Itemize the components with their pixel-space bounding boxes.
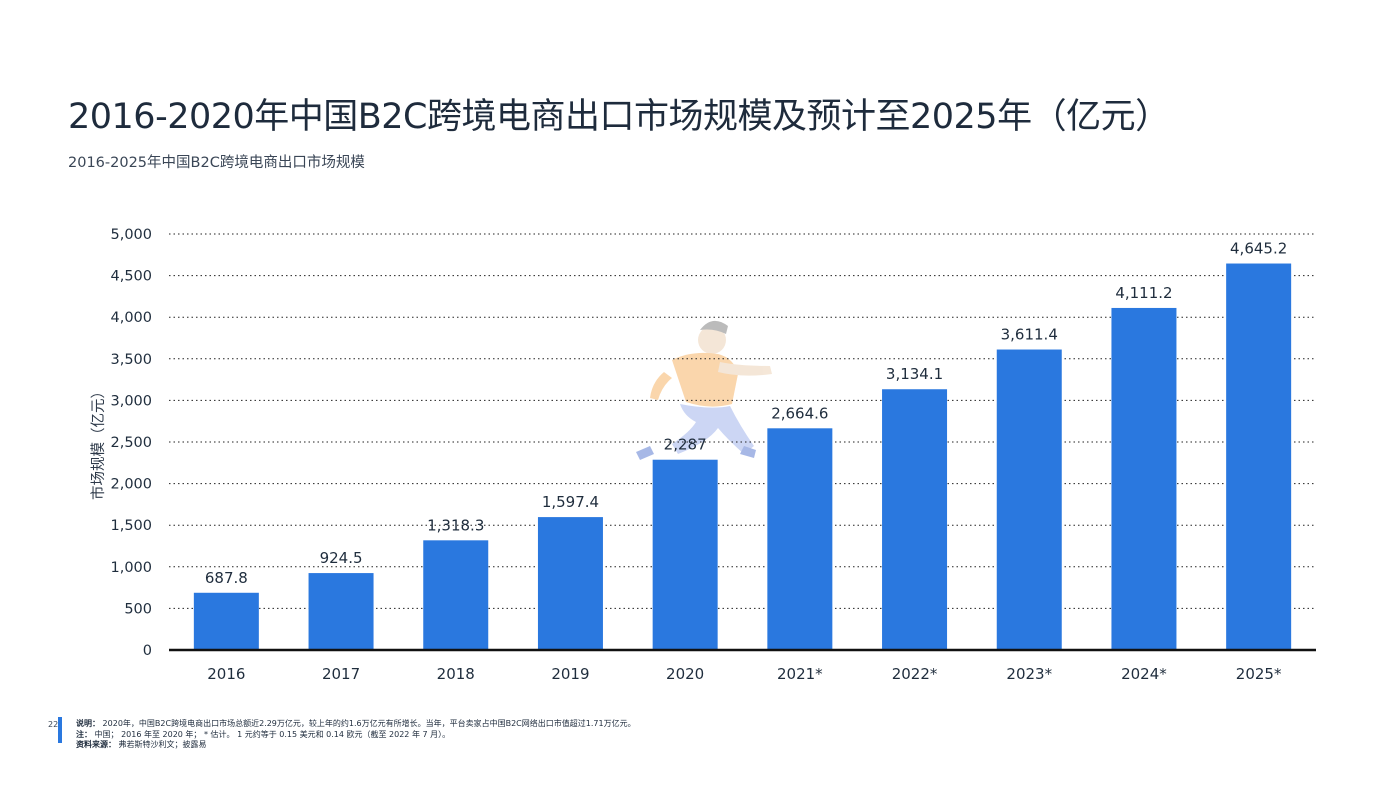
source-line: 资料来源： 弗若斯特沙利文；披露易 [76, 740, 636, 751]
x-tick-label: 2016 [207, 665, 245, 683]
y-tick-label: 1,000 [110, 560, 152, 576]
data-label: 4,645.2 [1230, 240, 1287, 258]
value-labels: 687.8 924.5 1,318.3 1,597.4 2,287 2,664.6 3,13… [205, 240, 1287, 587]
data-label: 4,111.2 [1115, 284, 1172, 302]
data-label: 3,611.4 [1001, 326, 1058, 344]
page-number: 22 [48, 720, 59, 729]
data-label: 924.5 [320, 549, 363, 567]
y-tick-label: 3,000 [110, 393, 152, 409]
x-tick-label: 2020 [666, 665, 704, 683]
y-tick-label: 4,500 [110, 269, 152, 285]
x-axis-ticks: 2016 2017 2018 2019 2020 2021* 2022* 2023* 2024*… [207, 665, 1282, 683]
data-label: 3,134.1 [886, 365, 943, 383]
remark-label: 注： [76, 729, 92, 739]
bar-2018 [423, 540, 489, 650]
x-tick-label: 2019 [551, 665, 589, 683]
bars [193, 263, 1292, 650]
chart-subtitle: 2016-2025年中国B2C跨境电商出口市场规模 [68, 155, 365, 171]
source-text: 弗若斯特沙利文；披露易 [118, 740, 207, 749]
bar-2021-est [767, 428, 833, 650]
x-tick-label: 2022* [892, 665, 938, 683]
bar-2023-est [996, 349, 1062, 650]
footer-notes: 说明： 2020年，中国B2C跨境电商出口市场总额近2.29万亿元，较上年的约1… [76, 719, 636, 751]
y-tick-label: 4,000 [110, 310, 152, 326]
x-tick-label: 2021* [777, 665, 823, 683]
remark-text: 中国； 2016 年至 2020 年； * 估计。 1 元约等于 0.15 美元… [94, 729, 451, 739]
y-tick-label: 500 [124, 601, 152, 617]
bar-2024-est [1111, 307, 1177, 650]
footer-accent-bar [58, 717, 62, 743]
y-tick-label: 0 [143, 643, 152, 659]
y-axis-label: 市场规模（亿元） [90, 384, 107, 500]
note-text: 2020年，中国B2C跨境电商出口市场总额近2.29万亿元，较上年的约1.6万亿… [102, 719, 636, 728]
note-line: 说明： 2020年，中国B2C跨境电商出口市场总额近2.29万亿元，较上年的约1… [76, 719, 636, 730]
data-label: 2,287 [664, 436, 707, 454]
data-label: 687.8 [205, 569, 248, 587]
x-tick-label: 2023* [1006, 665, 1052, 683]
bar-2022-est [882, 389, 948, 650]
note-label: 说明： [76, 719, 100, 728]
y-tick-label: 5,000 [110, 227, 152, 243]
y-tick-label: 2,000 [110, 477, 152, 493]
x-tick-label: 2017 [322, 665, 360, 683]
x-tick-label: 2018 [437, 665, 475, 683]
bar-2016 [193, 592, 259, 650]
page-title: 2016-2020年中国B2C跨境电商出口市场规模及预计至2025年（亿元） [68, 97, 1170, 137]
y-tick-label: 1,500 [110, 518, 152, 534]
source-label: 资料来源： [76, 740, 116, 749]
data-label: 2,664.6 [771, 404, 828, 422]
bar-2019 [537, 517, 603, 650]
data-label: 1,318.3 [427, 516, 484, 534]
y-axis-ticks: 0 500 1,000 1,500 2,000 2,500 3,000 3,500 4,000 4… [110, 227, 152, 659]
x-tick-label: 2024* [1121, 665, 1167, 683]
bar-2025-est [1226, 263, 1292, 650]
data-label: 1,597.4 [542, 493, 599, 511]
remark-line: 注： 中国； 2016 年至 2020 年； * 估计。 1 元约等于 0.15… [76, 730, 636, 741]
bar-chart: 0 500 1,000 1,500 2,000 2,500 3,000 3,500 4,000 4… [90, 227, 1316, 683]
bar-2020 [652, 459, 718, 650]
bar-2017 [308, 573, 374, 650]
y-tick-label: 3,500 [110, 352, 152, 368]
y-tick-label: 2,500 [110, 435, 152, 451]
x-tick-label: 2025* [1236, 665, 1282, 683]
